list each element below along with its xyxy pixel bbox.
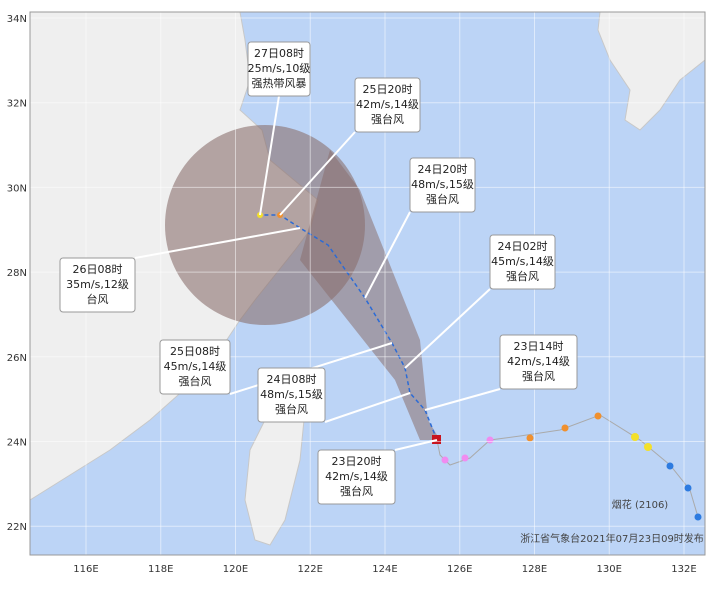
lat-label: 32N xyxy=(7,99,27,110)
callout-pointer xyxy=(324,392,411,423)
callout-category: 强台风 xyxy=(371,112,404,126)
callout-pointer xyxy=(404,288,491,369)
callout-box xyxy=(499,334,578,390)
callout-box xyxy=(159,339,231,395)
callout-box xyxy=(247,41,311,97)
lat-label: 30N xyxy=(7,183,27,194)
lat-label: 22N xyxy=(7,522,27,533)
callout-category: 强台风 xyxy=(522,369,555,383)
callout-box xyxy=(409,157,476,213)
lon-label: 124E xyxy=(372,564,397,575)
callout-category: 强台风 xyxy=(275,402,308,416)
callout-wind: 35m/s,12级 xyxy=(66,278,129,291)
callout-box xyxy=(354,77,421,133)
callout-time: 23日20时 xyxy=(332,455,382,468)
callout-category: 强台风 xyxy=(506,269,539,283)
callout-category: 强台风 xyxy=(179,374,212,388)
callout-wind: 42m/s,14级 xyxy=(507,355,570,368)
issuer: 浙江省气象台2021年07月23日09时发布 xyxy=(520,532,704,545)
callout-wind: 48m/s,15级 xyxy=(260,388,323,401)
callout-box xyxy=(317,449,396,505)
callout-time: 25日20时 xyxy=(363,83,413,96)
lon-label: 128E xyxy=(522,564,547,575)
callout-pointer xyxy=(259,95,280,216)
lon-label: 118E xyxy=(148,564,173,575)
lat-label: 34N xyxy=(7,14,27,25)
lon-label: 116E xyxy=(73,564,98,575)
callout-time: 27日08时 xyxy=(254,47,304,60)
past-track xyxy=(436,414,699,518)
callout-category: 强台风 xyxy=(426,192,459,206)
lat-label: 24N xyxy=(7,438,27,449)
typhoon-name: 烟花 (2106) xyxy=(612,498,669,511)
callout-time: 24日20时 xyxy=(418,163,468,176)
callout-wind: 45m/s,14级 xyxy=(164,360,227,373)
callout-wind: 42m/s,14级 xyxy=(356,98,419,111)
callout-pointer xyxy=(134,227,301,259)
lon-label: 120E xyxy=(223,564,248,575)
callout-pointer xyxy=(394,439,438,451)
callout-box xyxy=(489,234,556,290)
callout-wind: 45m/s,14级 xyxy=(491,255,554,268)
lon-label: 126E xyxy=(447,564,472,575)
lat-label: 28N xyxy=(7,268,27,279)
forecast-track xyxy=(260,214,438,441)
callout-category: 强台风 xyxy=(340,484,373,498)
lon-label: 122E xyxy=(298,564,323,575)
callout-wind: 48m/s,15级 xyxy=(411,178,474,191)
callout-time: 25日08时 xyxy=(170,345,220,358)
callout-time: 24日08时 xyxy=(267,373,317,386)
callout-box xyxy=(257,367,326,423)
callout-pointer xyxy=(424,388,501,411)
taiwan xyxy=(244,397,306,546)
callout-category: 台风 xyxy=(87,292,109,306)
callout-pointer xyxy=(279,131,356,216)
lon-label: 130E xyxy=(597,564,622,575)
lon-label: 132E xyxy=(671,564,696,575)
lat-label: 26N xyxy=(7,353,27,364)
callout-pointer xyxy=(364,211,411,299)
callout-wind: 25m/s,10级 xyxy=(248,62,311,75)
callout-box xyxy=(59,257,136,313)
callout-time: 24日02时 xyxy=(498,240,548,253)
callout-category: 强热带风暴 xyxy=(252,77,307,90)
callout-wind: 42m/s,14级 xyxy=(325,470,388,483)
map-frame xyxy=(29,11,706,556)
callout-time: 26日08时 xyxy=(73,263,123,276)
callout-time: 23日14时 xyxy=(514,340,564,353)
